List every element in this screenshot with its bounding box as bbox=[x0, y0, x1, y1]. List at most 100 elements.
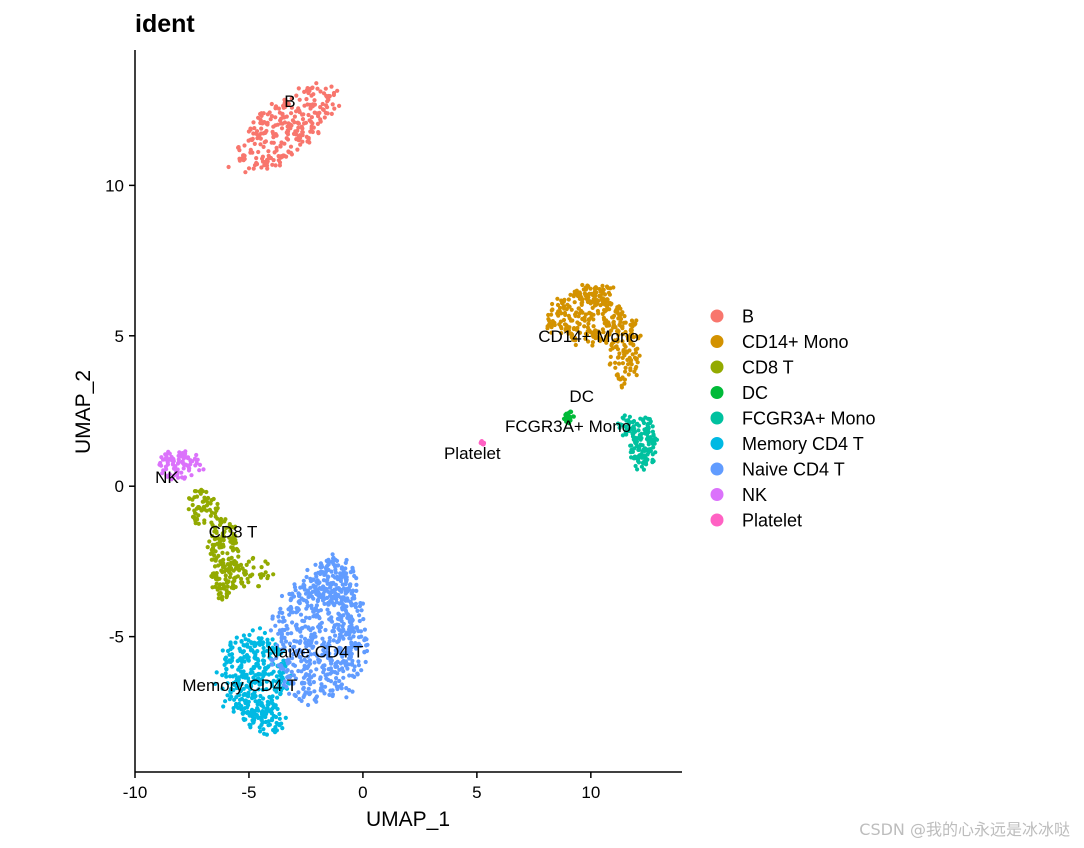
data-point bbox=[329, 619, 335, 624]
data-point bbox=[266, 719, 271, 724]
data-point bbox=[594, 299, 600, 304]
data-point bbox=[559, 331, 564, 336]
data-point bbox=[171, 457, 176, 462]
data-point bbox=[324, 94, 330, 99]
data-point bbox=[271, 572, 276, 577]
data-point bbox=[609, 328, 614, 333]
data-point bbox=[311, 596, 316, 601]
data-point bbox=[643, 446, 648, 451]
data-point bbox=[237, 697, 243, 702]
data-point bbox=[296, 138, 301, 143]
data-point bbox=[632, 454, 638, 459]
data-point bbox=[614, 307, 619, 312]
data-point bbox=[265, 699, 270, 704]
data-point bbox=[619, 385, 625, 390]
data-point bbox=[188, 459, 193, 464]
data-point bbox=[650, 452, 655, 457]
data-point bbox=[276, 158, 281, 163]
data-point bbox=[620, 324, 625, 329]
data-point bbox=[216, 596, 221, 601]
data-point bbox=[611, 319, 616, 324]
data-point bbox=[357, 604, 362, 609]
data-point bbox=[306, 112, 311, 118]
data-point bbox=[245, 656, 250, 661]
data-point bbox=[277, 619, 282, 624]
data-point bbox=[294, 610, 299, 615]
data-point bbox=[649, 437, 654, 442]
legend-label: Naive CD4 T bbox=[742, 460, 845, 480]
data-point bbox=[194, 506, 199, 511]
data-point bbox=[270, 645, 275, 650]
cluster-label: CD8 T bbox=[209, 522, 258, 541]
data-point bbox=[212, 529, 217, 534]
data-point bbox=[360, 601, 365, 606]
data-point bbox=[590, 343, 595, 348]
data-point bbox=[318, 105, 323, 110]
data-point bbox=[333, 648, 338, 653]
data-point bbox=[248, 645, 253, 650]
data-point bbox=[356, 628, 361, 634]
data-point bbox=[241, 633, 246, 638]
data-point bbox=[621, 320, 627, 325]
data-point bbox=[607, 331, 612, 336]
data-point bbox=[273, 115, 278, 120]
data-point bbox=[344, 686, 349, 691]
data-point bbox=[182, 462, 187, 467]
data-point bbox=[274, 133, 279, 138]
data-point bbox=[253, 680, 258, 685]
data-point bbox=[188, 462, 193, 467]
data-point bbox=[252, 141, 257, 146]
data-point bbox=[323, 86, 328, 91]
data-point bbox=[246, 166, 252, 171]
data-point bbox=[215, 587, 220, 592]
data-point bbox=[251, 166, 256, 171]
data-point bbox=[623, 365, 628, 370]
data-point bbox=[279, 593, 285, 599]
data-point bbox=[303, 624, 308, 629]
data-point bbox=[349, 591, 354, 596]
data-point bbox=[262, 630, 267, 636]
data-point bbox=[628, 368, 633, 373]
data-point bbox=[303, 641, 308, 646]
cluster-points-platelet bbox=[478, 439, 487, 447]
data-point bbox=[260, 658, 266, 663]
data-point bbox=[627, 428, 632, 434]
data-point bbox=[236, 145, 241, 150]
data-point bbox=[335, 577, 340, 582]
data-point bbox=[301, 694, 306, 700]
data-point bbox=[260, 687, 265, 692]
data-point bbox=[292, 692, 297, 698]
data-point bbox=[329, 84, 334, 89]
data-point bbox=[311, 680, 316, 685]
data-point bbox=[267, 110, 272, 115]
data-point bbox=[322, 650, 327, 655]
x-tick-label: 5 bbox=[472, 783, 481, 802]
data-point bbox=[296, 593, 302, 599]
data-point bbox=[288, 144, 294, 149]
data-point bbox=[297, 97, 302, 102]
legend-key bbox=[710, 411, 724, 425]
data-point bbox=[220, 542, 226, 547]
data-point bbox=[283, 715, 288, 721]
data-point bbox=[336, 639, 341, 644]
data-point bbox=[228, 528, 233, 533]
data-point bbox=[308, 682, 313, 687]
cluster-points-nk bbox=[157, 449, 206, 482]
data-point bbox=[650, 424, 655, 429]
data-point bbox=[177, 450, 182, 455]
data-point bbox=[559, 326, 564, 331]
data-point bbox=[261, 704, 266, 710]
data-point bbox=[291, 652, 296, 657]
data-point bbox=[601, 287, 606, 292]
data-point bbox=[190, 502, 195, 508]
data-point bbox=[269, 707, 274, 712]
data-point bbox=[310, 85, 315, 90]
data-point bbox=[329, 597, 334, 602]
data-point bbox=[224, 593, 230, 598]
data-point bbox=[243, 717, 248, 722]
data-point bbox=[322, 115, 327, 120]
data-point bbox=[276, 631, 281, 636]
data-point bbox=[234, 695, 239, 700]
data-point bbox=[236, 549, 241, 554]
data-point bbox=[259, 113, 264, 118]
